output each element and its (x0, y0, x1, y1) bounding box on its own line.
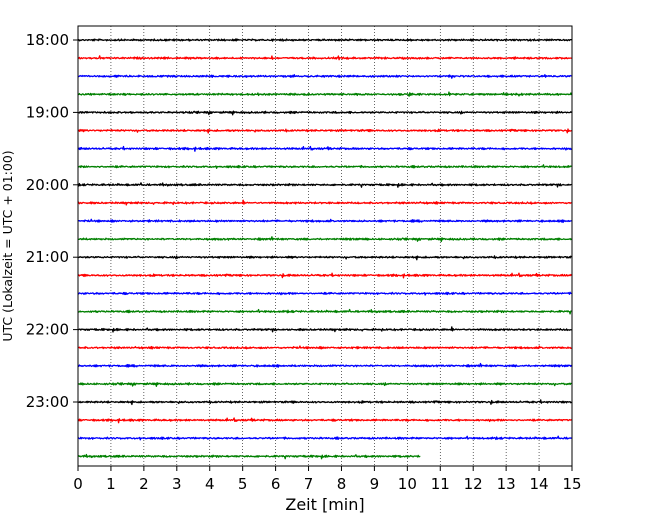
x-tick-label: 14 (530, 475, 549, 493)
y-axis-ticks: 18:00 19:00 20:00 21:00 22:00 23:00 (26, 31, 78, 411)
y-axis-label: UTC (Lokalzeit = UTC + 01:00) (0, 150, 15, 341)
x-tick-label: 8 (337, 475, 347, 493)
x-tick-label: 11 (431, 475, 450, 493)
x-tick-label: 4 (205, 475, 215, 493)
trace-2230 (77, 362, 573, 368)
x-tick-label: 13 (497, 475, 516, 493)
y-tick-label: 18:00 (26, 31, 69, 49)
trace-2100 (77, 255, 573, 261)
trace-2200 (78, 326, 572, 333)
x-tick-label: 9 (370, 475, 380, 493)
trace-lines (77, 38, 573, 460)
x-tick-label: 7 (304, 475, 314, 493)
y-tick-label: 20:00 (26, 176, 69, 194)
trace-2145 (77, 308, 572, 315)
x-tick-label: 3 (172, 475, 182, 493)
y-tick-label: 21:00 (26, 248, 69, 266)
trace-2030 (77, 218, 572, 224)
trace-1930 (77, 145, 572, 152)
x-tick-label: 1 (106, 475, 116, 493)
x-tick-label: 2 (139, 475, 149, 493)
y-tick-label: 19:00 (26, 103, 69, 121)
trace-2330 (77, 435, 572, 441)
trace-2130 (77, 291, 572, 296)
trace-2045 (77, 236, 573, 243)
x-tick-label: 5 (238, 475, 248, 493)
x-tick-label: 0 (73, 475, 83, 493)
trace-2300 (77, 399, 572, 406)
trace-2000 (77, 182, 572, 188)
trace-1900 (77, 110, 573, 116)
x-axis-label: Zeit [min] (285, 495, 364, 514)
trace-2215 (77, 345, 572, 350)
vertical-grid-lines (110, 26, 540, 466)
trace-2115 (77, 272, 573, 279)
trace-1945 (77, 164, 572, 169)
trace-1815 (77, 55, 572, 61)
trace-2315 (77, 417, 572, 424)
trace-2015 (77, 199, 572, 206)
y-tick-label: 23:00 (26, 393, 69, 411)
x-tick-label: 12 (464, 475, 483, 493)
x-axis-ticks: 0 1 2 3 4 5 6 7 8 9 10 11 12 13 14 15 (73, 466, 582, 493)
x-tick-label: 10 (398, 475, 417, 493)
trace-1800 (77, 38, 572, 42)
x-tick-label: 15 (562, 475, 581, 493)
trace-2345 (77, 453, 421, 460)
y-tick-label: 22:00 (26, 321, 69, 339)
plot-frame (77, 25, 573, 467)
trace-1845 (77, 91, 573, 97)
trace-1830 (77, 74, 572, 79)
x-tick-label: 6 (271, 475, 281, 493)
trace-2245 (77, 381, 572, 387)
trace-1915 (77, 128, 572, 134)
